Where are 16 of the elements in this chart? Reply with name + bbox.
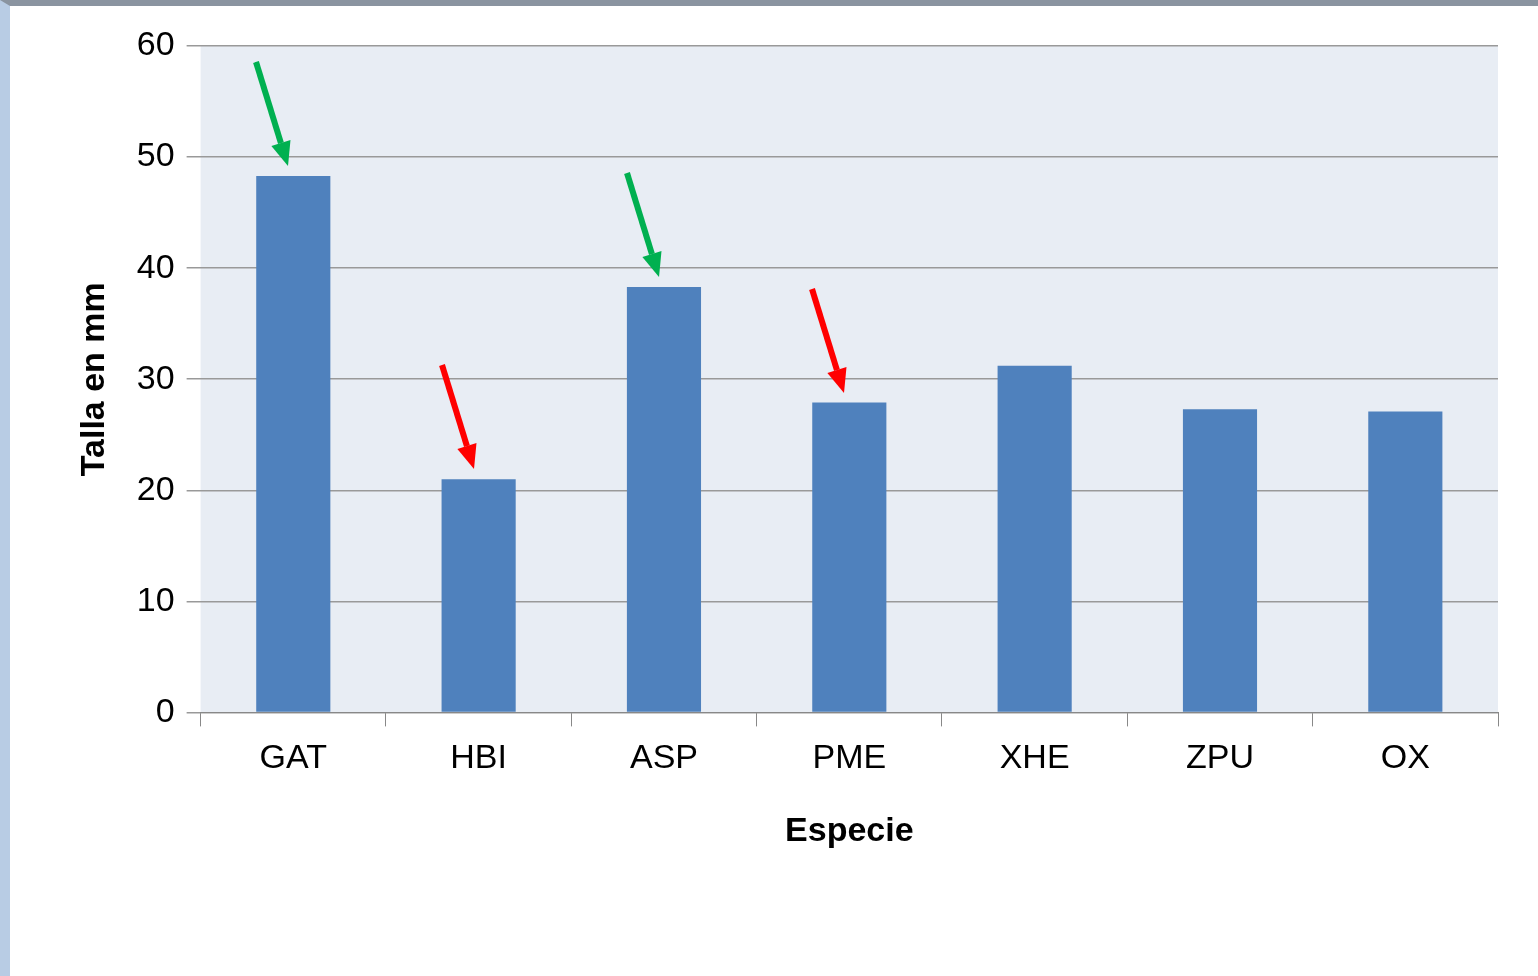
x-tick-label: ASP bbox=[629, 737, 698, 776]
y-axis-title: Talla en mm bbox=[72, 282, 111, 477]
x-axis-title: Especie bbox=[785, 809, 914, 848]
y-tick-label: 30 bbox=[136, 357, 175, 396]
y-tick-label: 10 bbox=[136, 579, 175, 618]
y-tick-label: 20 bbox=[136, 468, 175, 507]
y-tick-label: 40 bbox=[136, 246, 175, 285]
x-tick-label: HBI bbox=[450, 737, 507, 776]
y-tick-label: 50 bbox=[136, 135, 175, 174]
x-tick-label: PME bbox=[812, 737, 887, 776]
x-tick-label: OX bbox=[1380, 737, 1430, 776]
x-tick-label: ZPU bbox=[1185, 737, 1254, 776]
y-tick-label: 0 bbox=[155, 690, 175, 729]
y-tick-label: 60 bbox=[136, 24, 175, 63]
x-tick-label: GAT bbox=[259, 737, 327, 776]
x-tick-label: XHE bbox=[999, 737, 1070, 776]
